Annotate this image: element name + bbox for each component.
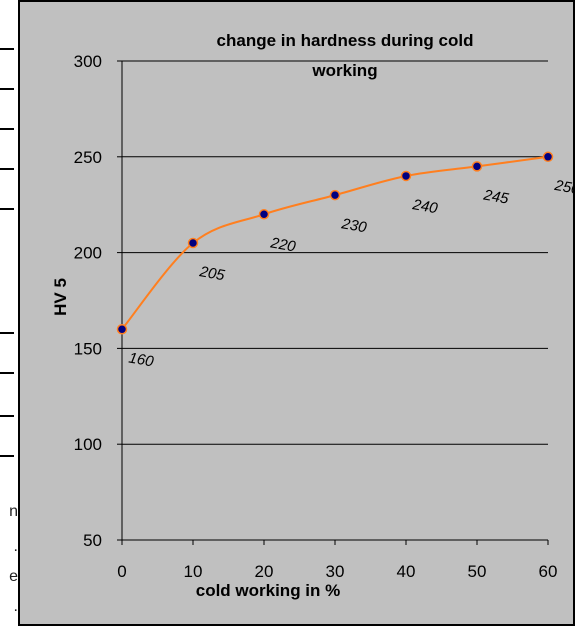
x-tick-label: 0: [117, 562, 126, 581]
x-tick-label: 60: [539, 562, 558, 581]
y-axis-label: HV 5: [51, 278, 70, 316]
table-rule: [0, 88, 14, 90]
table-rule: [0, 128, 14, 130]
data-label: 240: [410, 196, 439, 217]
table-rule: [0, 415, 14, 417]
x-tick-label: 10: [184, 562, 203, 581]
y-tick-label: 300: [74, 52, 102, 71]
data-label: 205: [197, 263, 226, 284]
gridlines: [122, 60, 548, 445]
data-label: 245: [481, 186, 510, 207]
data-point: [400, 170, 412, 182]
chart-title-line-2: working: [311, 61, 377, 80]
y-tick-label: 150: [74, 339, 102, 358]
axis-ticks: 50 100 150 200 250 300 0 10 20 30 40 50 60: [74, 52, 558, 581]
background-table-edge: [0, 0, 20, 498]
data-point: [542, 151, 554, 163]
table-rule: [0, 372, 14, 374]
data-point: [258, 209, 270, 220]
background-text-fragment: n: [9, 503, 18, 520]
table-rule: [0, 168, 14, 170]
table-rule: [0, 332, 14, 334]
x-tick-label: 20: [255, 562, 274, 581]
series-line: [121, 155, 549, 330]
table-rule: [0, 455, 14, 457]
data-point: [471, 161, 483, 172]
chart-area[interactable]: 50 100 150 200 250 300 0 10 20 30 40 50 60 160 205 220…: [18, 0, 575, 626]
x-tick-label: 40: [397, 562, 416, 581]
x-tick-label: 50: [468, 562, 487, 581]
data-point: [187, 237, 199, 249]
background-text-fragment: .: [13, 598, 18, 615]
table-rule: [0, 208, 14, 210]
y-tick-label: 200: [74, 244, 102, 263]
background-text-fragment: .: [13, 538, 18, 555]
y-tick-label: 250: [74, 148, 102, 167]
data-labels: 160 205 220 230 240 245 250: [127, 177, 573, 371]
data-label: 230: [339, 215, 368, 236]
data-label: 220: [268, 234, 297, 255]
hardness-line-chart: 50 100 150 200 250 300 0 10 20 30 40 50 60 160 205 220…: [51, 31, 573, 600]
data-label: 160: [127, 349, 155, 370]
table-rule: [0, 48, 14, 50]
data-label: 250: [552, 177, 573, 198]
x-axis-label: cold working in %: [196, 581, 341, 600]
data-point: [329, 189, 341, 201]
x-tick-label: 30: [326, 562, 345, 581]
y-tick-label: 100: [74, 435, 102, 454]
data-markers: [116, 151, 554, 335]
y-tick-label: 50: [83, 531, 102, 550]
data-point: [116, 323, 128, 335]
chart-title-line-1: change in hardness during cold: [217, 31, 474, 50]
background-text-fragment: e: [9, 568, 18, 585]
